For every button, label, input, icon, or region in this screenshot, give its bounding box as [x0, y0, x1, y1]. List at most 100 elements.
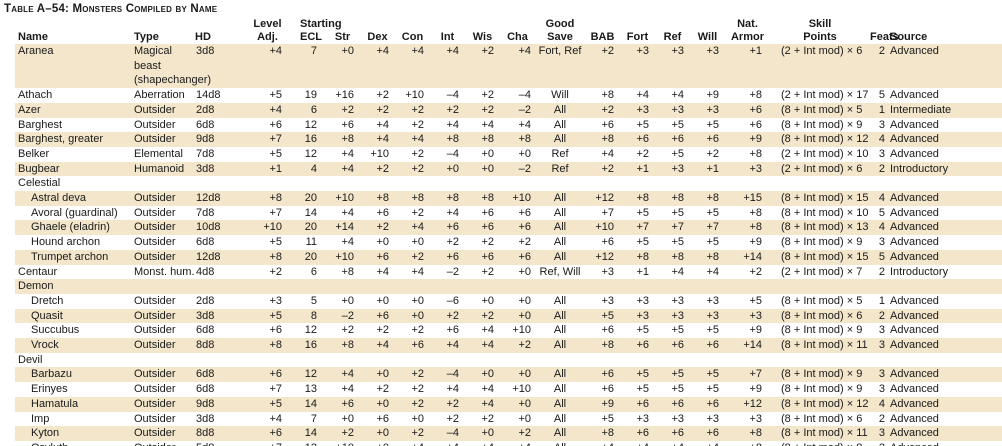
cell: +6 [690, 426, 725, 441]
cell: +6 [430, 220, 465, 236]
cell: +6 [655, 132, 690, 147]
monster-row: Centaur Monst. hum. 4d8 +2 6 +8 +4 +4 –2 +2 +0 Ref,… [15, 265, 1002, 280]
cell: Advanced [890, 206, 939, 219]
cell: (8 + Int mod) × 10 [781, 206, 869, 219]
cell: +4 [481, 118, 494, 131]
cell: +4 [341, 383, 354, 396]
cell: Advanced [890, 249, 1002, 265]
cell: +4 [446, 206, 459, 219]
cell: +2 [325, 426, 360, 441]
header-line: Ref [663, 31, 682, 43]
monster-row: Imp Outsider 3d8 +4 7 +0 +6 +0 +2 +2 +0 All +5 +3 +3 +3… [15, 412, 1002, 427]
cell: Ref, Will [539, 265, 581, 278]
monster-row: OsyluthOutsider5d8+712+10+0+4+4+4+4All+4… [15, 441, 1002, 446]
cell: Outsider [134, 132, 195, 147]
cell: +4 [446, 383, 459, 396]
cell: +2 [500, 338, 535, 353]
cell: 5 [878, 89, 885, 102]
cell: +6 [360, 308, 395, 324]
cell: +3 [620, 44, 655, 89]
cell: +4 [360, 132, 395, 147]
cell: Advanced [890, 383, 939, 396]
cell: +5 [671, 147, 684, 160]
cell: +4 [395, 132, 430, 147]
cell: 6 [290, 102, 325, 118]
column-header: Wis [465, 18, 500, 44]
cell: +6 [601, 118, 614, 131]
cell: +8 [620, 191, 655, 206]
cell: +8 [465, 132, 500, 147]
cell: +9 [749, 236, 762, 249]
column-header: Int [430, 18, 465, 44]
cell: +0 [500, 308, 535, 324]
cell: 4 [290, 161, 325, 177]
cell: 2d8 [195, 102, 245, 118]
cell: +2 [749, 265, 762, 278]
cell: Athach [18, 89, 53, 102]
cell: +0 [376, 294, 389, 307]
cell: (8 + Int mod) × 9 [781, 236, 863, 249]
cell: 3 [870, 426, 890, 441]
cell: +6 [518, 206, 531, 219]
cell: +2 [636, 147, 649, 160]
cell: +8 [655, 191, 690, 206]
cell: –2 [500, 161, 535, 177]
cell: +8 [725, 441, 770, 446]
cell: +3 [690, 308, 725, 324]
cell: +3 [620, 308, 655, 324]
cell: +2 [446, 412, 459, 425]
cell: +10 [370, 147, 389, 160]
cell: +4 [636, 89, 649, 102]
header-line: Starting [300, 18, 342, 30]
cell: 2 [870, 44, 890, 89]
column-header: Level Adj. [245, 18, 290, 44]
cell: Imp [31, 412, 50, 425]
cell: Advanced [890, 426, 1002, 441]
cell: +9 [749, 324, 762, 337]
cell: +8 [585, 132, 620, 147]
header-line: Skill [808, 18, 832, 30]
cell: +2 [585, 161, 620, 177]
cell: (8 + Int mod) × 6 [770, 308, 870, 324]
cell: Astral deva [15, 191, 134, 206]
cell: +5 [671, 118, 684, 131]
cell: +2 [465, 102, 500, 118]
header-line: Con [401, 31, 424, 43]
cell: Magical beast (shapechanger) [134, 44, 212, 89]
cell: (8 + Int mod) × 5 [781, 294, 863, 307]
cell: +8 [749, 147, 762, 160]
cell: +8 [690, 249, 725, 265]
group-row: Celestial [15, 176, 1002, 191]
monster-row: Trumpet archon Outsider 12d8 +8 20 +10 +6 +2 +6 +… [15, 249, 1002, 265]
cell: +2 [465, 308, 500, 324]
cell: All [535, 367, 585, 383]
cell: 6d8 [195, 367, 245, 383]
column-header: Will [690, 18, 725, 44]
cell: 13 [304, 383, 317, 396]
cell: +5 [245, 308, 290, 324]
cell: +4 [360, 44, 395, 89]
cell: Advanced [890, 324, 939, 337]
cell: +8 [360, 191, 395, 206]
cell: +5 [601, 412, 614, 425]
cell: 2 [870, 308, 890, 324]
cell: Aberration [134, 89, 185, 102]
monster-row: Dretch Outsider 2d8 +3 5 +0 +0 +0 –6 +0 +0 All +3 +3 +… [15, 294, 1002, 309]
table-title: Table A–54: Monsters Compiled by Name [4, 3, 218, 15]
cell: +2 [395, 426, 430, 441]
cell: +3 [671, 412, 684, 425]
cell: Outsider [134, 220, 195, 236]
cell: +3 [706, 412, 719, 425]
cell: 3 [870, 367, 890, 383]
group-row: Devil [15, 353, 1002, 368]
cell: +6 [395, 338, 430, 353]
cell: 1 [878, 294, 885, 307]
header-line: Cha [507, 31, 528, 43]
cell: +4 [585, 441, 620, 446]
cell: +8 [690, 191, 725, 206]
cell: +4 [465, 441, 500, 446]
cell: Vrock [15, 338, 134, 353]
cell: +6 [465, 249, 500, 265]
monster-row: Succubus Outsider 6d8 +6 12 +2 +2 +2 +6 +4 +10 All +… [15, 323, 1002, 338]
cell: +5 [245, 396, 290, 412]
